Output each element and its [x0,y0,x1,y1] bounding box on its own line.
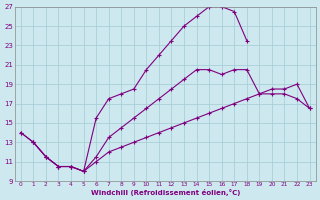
X-axis label: Windchill (Refroidissement éolien,°C): Windchill (Refroidissement éolien,°C) [91,189,240,196]
